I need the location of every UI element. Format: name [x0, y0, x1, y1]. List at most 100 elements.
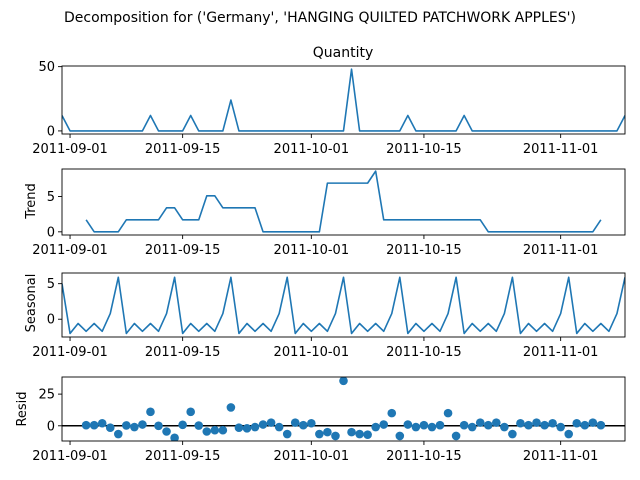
resid-point	[234, 423, 244, 432]
resid-point	[387, 408, 397, 418]
y-tick-label: 5	[47, 277, 55, 292]
series-group	[81, 377, 606, 441]
resid-point	[355, 429, 364, 439]
resid-point	[451, 431, 461, 441]
x-tick-label: 2011-09-01	[32, 345, 108, 360]
resid-point	[154, 421, 163, 431]
ylabel-seasonal: Seasonal	[24, 274, 39, 333]
panel-2: 0 5 2011-09-01 2011-09-15 2011-10-01 2011-10-…	[32, 272, 626, 360]
x-tick-label: 2011-10-15	[386, 345, 462, 360]
y-tick-label: 0	[47, 124, 55, 139]
resid-point	[548, 418, 557, 428]
figure-suptitle: Decomposition for ('Germany', 'HANGING Q…	[64, 10, 576, 26]
resid-point	[500, 422, 509, 432]
x-tick-label: 2011-11-01	[523, 449, 599, 464]
resid-point	[371, 422, 380, 432]
ylabel-trend: Trend	[24, 183, 39, 220]
y-tick-label: 50	[38, 60, 55, 75]
x-tick-label: 2011-10-15	[386, 449, 462, 464]
resid-point	[532, 418, 541, 427]
resid-point	[114, 429, 123, 439]
resid-point	[339, 377, 348, 386]
panel-title-quantity: Quantity	[313, 45, 374, 61]
ylabel-resid: Resid	[15, 391, 30, 426]
axes-frame	[61, 65, 626, 135]
resid-point	[508, 429, 517, 439]
resid-point	[475, 418, 485, 427]
x-tick-label: 2011-11-01	[523, 345, 599, 360]
panel-3: 0 25 2011-09-01 2011-09-15 2011-10-01 2011-10…	[32, 376, 626, 464]
series-group	[85, 170, 602, 233]
resid-point	[89, 420, 99, 430]
x-tick-label: 2011-09-01	[32, 142, 108, 157]
resid-point	[266, 418, 276, 427]
x-tick-label: 2011-09-01	[32, 449, 108, 464]
resid-point	[274, 422, 284, 432]
resid-point	[347, 427, 356, 437]
resid-point	[323, 427, 332, 437]
series-group	[62, 68, 625, 132]
x-tick-label: 2011-10-01	[274, 449, 350, 464]
x-tick-label: 2011-09-15	[145, 142, 221, 157]
resid-point	[81, 420, 91, 430]
x-tick-label: 2011-10-01	[274, 345, 350, 360]
resid-point	[467, 422, 477, 432]
x-tick-label: 2011-10-15	[386, 243, 462, 258]
resid-point	[564, 429, 573, 439]
x-tick-label: 2011-11-01	[523, 142, 599, 157]
panel-0: 0 50 2011-09-01 2011-09-15 2011-10-01 2011-10…	[32, 60, 626, 157]
resid-point	[379, 420, 389, 429]
resid-point	[146, 407, 155, 417]
resid-point	[226, 403, 236, 412]
resid-point	[298, 420, 308, 430]
resid-point	[363, 430, 372, 439]
resid-point	[162, 427, 171, 436]
resid-point	[170, 433, 179, 441]
y-tick-label: 5	[47, 190, 55, 205]
resid-point	[443, 408, 453, 418]
resid-point	[138, 420, 147, 429]
resid-point	[307, 418, 316, 428]
resid-point	[459, 420, 469, 430]
series-line	[62, 276, 625, 335]
resid-point	[540, 420, 549, 430]
panel-1: 0 5 2011-09-01 2011-09-15 2011-10-01 2011-10-…	[32, 168, 626, 258]
resid-point	[419, 420, 429, 430]
resid-point	[572, 418, 582, 428]
resid-point	[122, 421, 131, 430]
series-line	[85, 170, 602, 233]
resid-point	[435, 420, 445, 430]
resid-point	[186, 407, 195, 417]
resid-point	[596, 420, 606, 430]
axes-frame	[61, 168, 626, 236]
resid-point	[516, 418, 525, 428]
x-tick-label: 2011-09-01	[32, 243, 108, 258]
resid-point	[194, 421, 204, 430]
resid-point	[427, 422, 437, 432]
resid-point	[178, 420, 187, 430]
x-tick-label: 2011-11-01	[523, 243, 599, 258]
resid-point	[218, 425, 228, 435]
y-tick-label: 25	[38, 388, 55, 403]
resid-point	[258, 420, 268, 429]
resid-point	[492, 418, 501, 427]
series-line	[62, 68, 625, 132]
resid-point	[315, 429, 324, 439]
resid-point	[97, 418, 107, 428]
resid-point	[588, 418, 598, 427]
resid-point	[242, 424, 252, 433]
resid-point	[130, 422, 139, 432]
resid-point	[290, 418, 300, 427]
resid-point	[483, 420, 493, 430]
resid-point	[403, 420, 413, 429]
y-tick-label: 0	[47, 225, 55, 240]
resid-point	[556, 422, 565, 432]
resid-point	[282, 429, 292, 439]
axes-frame	[61, 376, 626, 442]
y-tick-label: 0	[47, 419, 55, 434]
x-tick-label: 2011-09-15	[145, 345, 221, 360]
resid-point	[524, 420, 533, 430]
x-tick-label: 2011-10-01	[274, 142, 350, 157]
